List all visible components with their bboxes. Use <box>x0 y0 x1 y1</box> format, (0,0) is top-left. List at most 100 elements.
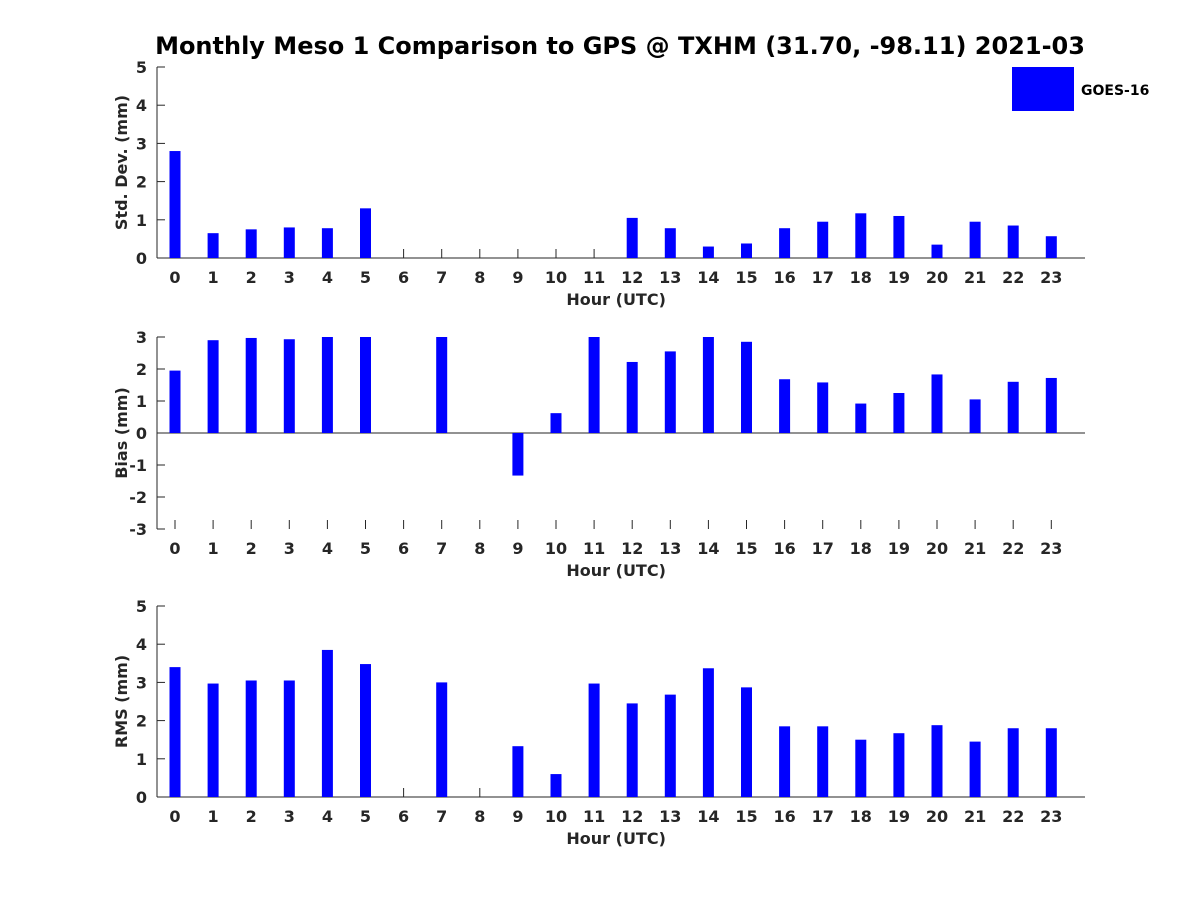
y-axis-label: Bias (mm) <box>112 387 131 479</box>
x-tick-label: 17 <box>812 539 834 558</box>
x-tick-label: 15 <box>735 807 757 826</box>
x-tick-label: 11 <box>583 539 605 558</box>
bar-hour-22 <box>1007 728 1019 797</box>
bar-hour-19 <box>893 215 905 258</box>
bar-hour-21 <box>969 741 981 797</box>
bar-hour-13 <box>664 694 676 797</box>
x-tick-label: 4 <box>322 268 333 287</box>
x-tick-label: 2 <box>246 268 257 287</box>
bar-hour-4 <box>321 228 333 258</box>
x-tick-label: 16 <box>773 807 795 826</box>
x-tick-label: 3 <box>284 268 295 287</box>
x-tick-label: 14 <box>697 539 719 558</box>
bar-hour-7 <box>436 682 448 797</box>
x-tick-label: 18 <box>850 268 872 287</box>
bar-hour-20 <box>931 244 943 258</box>
y-tick-label: 5 <box>136 58 147 77</box>
bar-hour-15 <box>741 341 752 433</box>
bar-hour-3 <box>283 339 295 433</box>
bar-hour-2 <box>245 229 257 258</box>
y-tick-label: 0 <box>136 249 147 268</box>
y-tick-label: 2 <box>136 712 147 731</box>
y-tick-label: 2 <box>136 360 147 379</box>
bar-hour-16 <box>779 379 791 433</box>
y-axis-label: Std. Dev. (mm) <box>112 95 131 230</box>
bar-hour-21 <box>969 399 981 433</box>
bar-hour-22 <box>1007 225 1019 258</box>
bar-hour-20 <box>931 725 943 797</box>
y-tick-label: 3 <box>136 673 147 692</box>
y-tick-label: 1 <box>136 392 147 411</box>
bar-hour-23 <box>1045 236 1057 258</box>
bar-hour-17 <box>817 221 829 258</box>
bar-hour-13 <box>664 228 676 258</box>
legend: GOES-16 <box>1012 67 1149 111</box>
bar-hour-12 <box>626 217 638 258</box>
bar-hour-22 <box>1007 381 1019 433</box>
bar-hour-7 <box>436 337 448 433</box>
x-tick-label: 11 <box>583 807 605 826</box>
bar-hour-17 <box>817 382 829 433</box>
bar-hour-9 <box>512 433 524 476</box>
x-tick-label: 6 <box>398 807 409 826</box>
y-tick-label: 4 <box>136 96 147 115</box>
x-tick-label: 11 <box>583 268 605 287</box>
bar-hour-10 <box>550 413 562 433</box>
x-tick-label: 10 <box>545 807 567 826</box>
y-tick-label: 5 <box>136 597 147 616</box>
x-tick-label: 4 <box>322 539 333 558</box>
x-tick-label: 20 <box>926 807 948 826</box>
x-tick-label: 0 <box>169 539 180 558</box>
bar-hour-19 <box>893 733 905 797</box>
y-tick-label: 1 <box>136 211 147 230</box>
x-tick-label: 6 <box>398 268 409 287</box>
y-tick-label: -2 <box>129 488 147 507</box>
bar-hour-2 <box>245 337 257 433</box>
bar-hour-12 <box>626 361 638 433</box>
x-tick-label: 17 <box>812 268 834 287</box>
bar-hour-16 <box>779 228 791 258</box>
y-tick-label: 3 <box>136 328 147 347</box>
bar-hour-11 <box>588 683 600 797</box>
legend-swatch <box>1012 67 1074 111</box>
x-tick-label: 21 <box>964 807 986 826</box>
bar-hour-15 <box>741 243 752 258</box>
x-tick-label: 13 <box>659 539 681 558</box>
x-tick-label: 22 <box>1002 268 1024 287</box>
bar-hour-21 <box>969 221 981 258</box>
bar-hour-1 <box>207 233 219 258</box>
x-tick-label: 1 <box>208 539 219 558</box>
chart-title: Monthly Meso 1 Comparison to GPS @ TXHM … <box>155 32 1085 60</box>
x-tick-label: 17 <box>812 807 834 826</box>
x-axis-label: Hour (UTC) <box>566 829 666 848</box>
x-tick-label: 12 <box>621 268 643 287</box>
x-tick-label: 10 <box>545 268 567 287</box>
x-tick-label: 19 <box>888 268 910 287</box>
y-tick-label: 3 <box>136 134 147 153</box>
x-tick-label: 20 <box>926 268 948 287</box>
bar-hour-16 <box>779 726 791 797</box>
x-tick-label: 14 <box>697 807 719 826</box>
x-tick-label: 22 <box>1002 807 1024 826</box>
bar-hour-2 <box>245 680 257 797</box>
bar-hour-5 <box>360 208 371 258</box>
x-tick-label: 21 <box>964 539 986 558</box>
x-tick-label: 5 <box>360 807 371 826</box>
bar-hour-10 <box>550 774 562 797</box>
bar-hour-15 <box>741 687 752 797</box>
x-tick-label: 0 <box>169 807 180 826</box>
bar-hour-23 <box>1045 377 1057 433</box>
x-tick-label: 19 <box>888 807 910 826</box>
x-tick-label: 16 <box>773 268 795 287</box>
x-tick-label: 8 <box>474 807 485 826</box>
bar-hour-19 <box>893 393 905 433</box>
x-tick-label: 3 <box>284 539 295 558</box>
x-tick-label: 6 <box>398 539 409 558</box>
x-tick-label: 15 <box>735 268 757 287</box>
bar-hour-23 <box>1045 728 1057 797</box>
bar-hour-17 <box>817 726 829 797</box>
x-tick-label: 13 <box>659 268 681 287</box>
y-tick-label: 0 <box>136 424 147 443</box>
